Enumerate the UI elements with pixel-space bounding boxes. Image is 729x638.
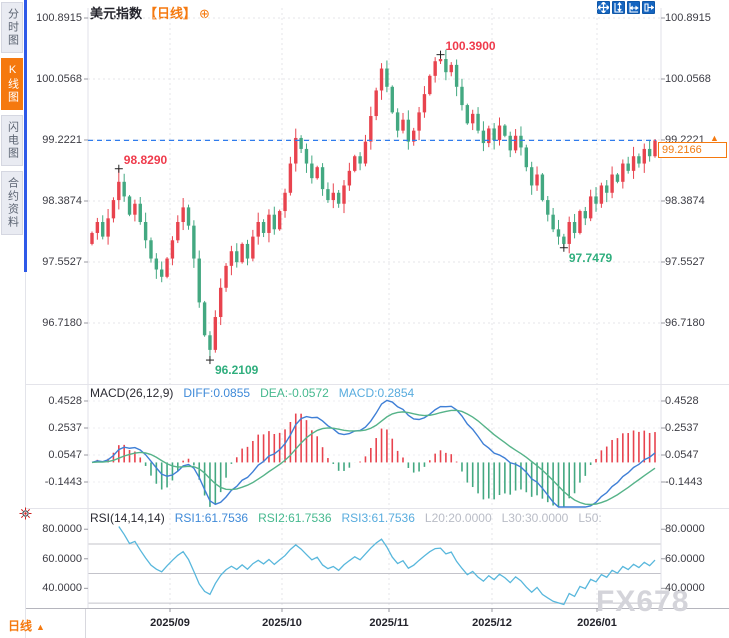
period-selector-label: 日线 [8, 619, 33, 633]
instrument-name: 美元指数 [90, 6, 143, 21]
rsi-header: RSI(14,14,14) RSI1:61.7536 RSI2:61.7536 RSI… [90, 511, 612, 525]
scale-horizontal-icon[interactable] [627, 1, 640, 14]
macd-diff-value: DIFF:0.0855 [183, 386, 251, 400]
chart-toolbar [597, 1, 655, 14]
rsi-l50-value: L50: [578, 511, 602, 525]
price-up-arrow-icon: ▲ [710, 133, 719, 143]
sidebar-item-timeshare[interactable]: 分时图 [1, 2, 23, 53]
scale-vertical-icon[interactable] [612, 1, 625, 14]
sidebar-divider-lower [25, 272, 26, 638]
watermark: FX678 [596, 585, 690, 618]
macd-name: MACD(26,12,9) [90, 386, 174, 400]
macd-header: MACD(26,12,9) DIFF:0.0855 DEA:-0.0572 MACD:… [90, 386, 424, 400]
macd-dea-value: DEA:-0.0572 [260, 386, 329, 400]
sidebar-divider [24, 0, 27, 272]
expand-icon[interactable]: ⊕ [199, 6, 210, 21]
rsi-l20-value: L20:20.0000 [424, 511, 492, 525]
rsi-l30-value: L30:30.0000 [501, 511, 569, 525]
period-selector[interactable]: 日线 ▲ [8, 617, 45, 634]
footer-divider [85, 609, 86, 638]
sidebar-item-label: 闪电图 [6, 121, 19, 160]
sidebar-item-kline[interactable]: K线图 [1, 58, 23, 110]
macd-hist-value: MACD:0.2854 [338, 386, 415, 400]
sidebar-item-contract-info[interactable]: 合约资料 [1, 171, 23, 235]
triangle-up-icon: ▲ [36, 622, 45, 632]
rsi2-value: RSI2:61.7536 [258, 511, 332, 525]
current-price-label: 99.2166 [658, 142, 727, 158]
rsi3-value: RSI3:61.7536 [341, 511, 415, 525]
rsi-name: RSI(14,14,14) [90, 511, 165, 525]
pan-icon[interactable] [597, 1, 610, 14]
sidebar: 分时图 K线图 闪电图 合约资料 [0, 0, 24, 235]
sidebar-item-label: 分时图 [6, 8, 19, 47]
sidebar-item-lightning[interactable]: 闪电图 [1, 115, 23, 166]
sidebar-item-label: 合约资料 [6, 177, 19, 229]
sidebar-item-label: K线图 [6, 64, 19, 104]
rsi1-value: RSI1:61.7536 [174, 511, 249, 525]
indicator-settings-icon[interactable] [19, 507, 32, 525]
reset-view-icon[interactable] [642, 1, 655, 14]
